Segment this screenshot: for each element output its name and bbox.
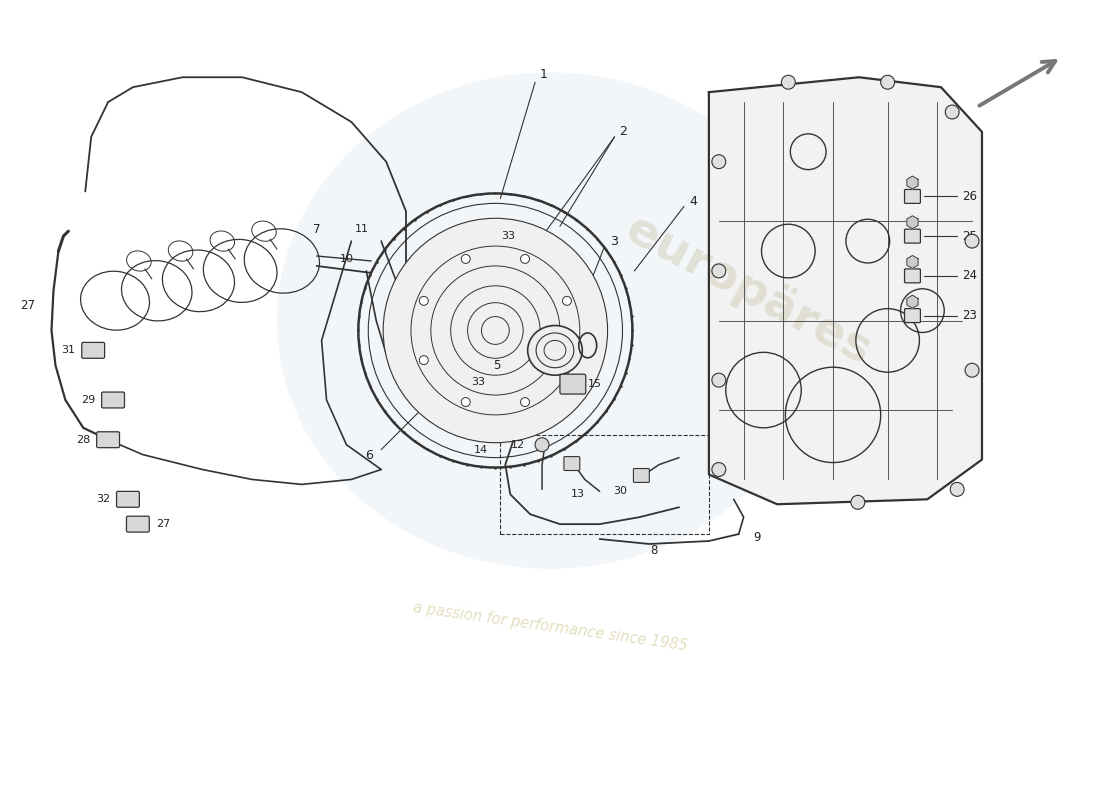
Circle shape	[965, 363, 979, 377]
Text: 32: 32	[96, 494, 110, 504]
Circle shape	[419, 356, 428, 365]
Circle shape	[965, 234, 979, 248]
Circle shape	[712, 264, 726, 278]
FancyBboxPatch shape	[904, 229, 921, 243]
FancyBboxPatch shape	[117, 491, 140, 507]
Text: 8: 8	[650, 545, 658, 558]
FancyBboxPatch shape	[126, 516, 150, 532]
Circle shape	[535, 438, 549, 452]
Text: 9: 9	[754, 530, 761, 543]
Text: 10: 10	[340, 254, 353, 264]
Text: 24: 24	[962, 270, 977, 282]
FancyBboxPatch shape	[560, 374, 585, 394]
Bar	[500, 434, 708, 534]
Polygon shape	[906, 295, 918, 308]
Text: 5: 5	[493, 358, 500, 372]
Text: 26: 26	[962, 190, 977, 203]
Ellipse shape	[528, 326, 582, 375]
Text: 14: 14	[474, 445, 488, 454]
Circle shape	[562, 356, 571, 365]
Circle shape	[461, 254, 470, 263]
Text: 31: 31	[62, 346, 75, 355]
FancyBboxPatch shape	[904, 309, 921, 322]
Text: 13: 13	[571, 490, 585, 499]
Text: 30: 30	[614, 486, 627, 496]
Text: 2: 2	[619, 126, 627, 138]
Polygon shape	[906, 255, 918, 269]
Circle shape	[881, 75, 894, 89]
Text: 6: 6	[365, 449, 373, 462]
Text: 4: 4	[689, 195, 697, 208]
Circle shape	[945, 105, 959, 119]
Text: 12: 12	[512, 440, 525, 450]
Text: 33: 33	[472, 377, 485, 387]
Circle shape	[562, 296, 571, 306]
Circle shape	[712, 462, 726, 477]
Text: 3: 3	[609, 234, 617, 248]
FancyBboxPatch shape	[81, 342, 104, 358]
Circle shape	[383, 218, 607, 442]
Text: 25: 25	[962, 230, 977, 242]
Circle shape	[419, 296, 428, 306]
Circle shape	[461, 398, 470, 406]
Polygon shape	[906, 176, 918, 189]
Text: a passion for performance since 1985: a passion for performance since 1985	[411, 600, 689, 653]
Circle shape	[520, 254, 529, 263]
Polygon shape	[906, 216, 918, 229]
FancyBboxPatch shape	[97, 432, 120, 448]
Text: 11: 11	[355, 224, 370, 234]
Text: 29: 29	[81, 395, 96, 405]
FancyBboxPatch shape	[904, 269, 921, 283]
Text: 15: 15	[587, 379, 602, 389]
Text: 33: 33	[502, 231, 515, 241]
FancyBboxPatch shape	[564, 457, 580, 470]
Text: 28: 28	[76, 434, 90, 445]
Circle shape	[712, 154, 726, 169]
FancyBboxPatch shape	[904, 190, 921, 203]
Circle shape	[950, 482, 964, 496]
FancyBboxPatch shape	[101, 392, 124, 408]
Circle shape	[712, 373, 726, 387]
Text: 23: 23	[962, 309, 977, 322]
Circle shape	[781, 75, 795, 89]
Text: 27: 27	[21, 299, 35, 312]
Text: 7: 7	[312, 222, 320, 236]
Text: 27: 27	[156, 519, 170, 529]
FancyBboxPatch shape	[634, 469, 649, 482]
Circle shape	[520, 398, 529, 406]
Text: 1: 1	[540, 68, 548, 81]
Circle shape	[851, 495, 865, 510]
Text: europäres: europäres	[618, 207, 879, 374]
Polygon shape	[708, 78, 982, 504]
Ellipse shape	[277, 72, 823, 569]
